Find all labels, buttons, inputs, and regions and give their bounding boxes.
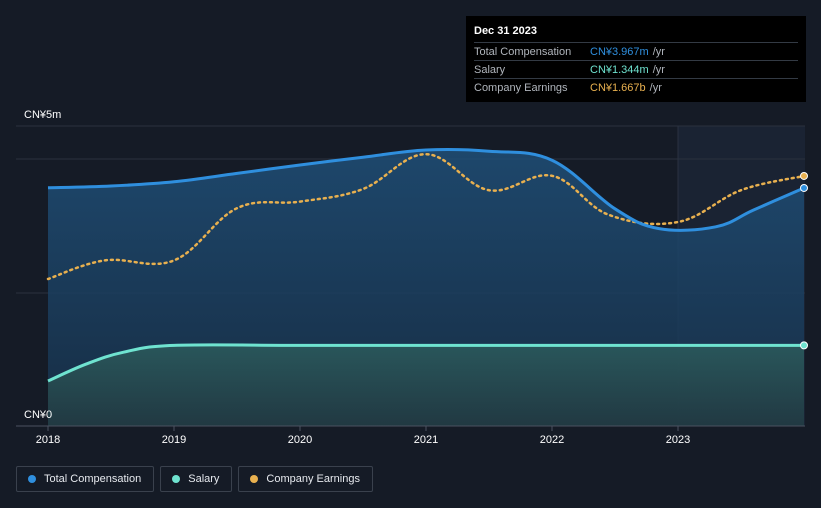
series-end-markers xyxy=(800,171,808,350)
company-earnings-line xyxy=(46,152,806,281)
legend-label: Total Compensation xyxy=(44,473,142,485)
salary-area xyxy=(48,344,804,426)
legend-dot-icon xyxy=(28,475,36,483)
tooltip-label: Salary xyxy=(474,63,506,76)
x-tick-label: 2022 xyxy=(540,434,564,446)
legend-label: Salary xyxy=(188,473,220,485)
series-end-marker xyxy=(800,183,808,192)
x-tick-label: 2018 xyxy=(36,434,60,446)
chart-legend: Total Compensation Salary Company Earnin… xyxy=(16,466,373,492)
tooltip-row-salary: Salary CN¥1.344m /yr xyxy=(474,60,798,78)
legend-company-earnings[interactable]: Company Earnings xyxy=(238,466,373,492)
tooltip-value: CN¥3.967m xyxy=(590,45,649,58)
tooltip-unit: /yr xyxy=(652,63,665,76)
tooltip-unit: /yr xyxy=(652,45,665,58)
x-tick-label: 2019 xyxy=(162,434,186,446)
series-end-marker xyxy=(800,341,808,350)
y-axis-max-label: CN¥5m xyxy=(24,109,61,121)
tooltip-row-earnings: Company Earnings CN¥1.667b /yr xyxy=(474,78,798,96)
hover-tooltip: Dec 31 2023 Total Compensation CN¥3.967m… xyxy=(466,16,806,102)
tooltip-date: Dec 31 2023 xyxy=(474,25,537,37)
x-tick-label: 2023 xyxy=(666,434,690,446)
tooltip-value: CN¥1.667b xyxy=(590,81,646,94)
salary-line xyxy=(47,343,804,383)
legend-total-compensation[interactable]: Total Compensation xyxy=(16,466,155,492)
tooltip-value: CN¥1.344m xyxy=(590,63,649,76)
tooltip-row-total: Total Compensation CN¥3.967m /yr xyxy=(474,42,798,60)
legend-dot-icon xyxy=(250,475,259,483)
series-end-marker xyxy=(800,171,808,180)
x-axis-ticks: 2018 2019 2020 2021 2022 2023 xyxy=(36,426,690,446)
x-tick-label: 2020 xyxy=(288,434,312,446)
tooltip-label: Company Earnings xyxy=(474,81,568,94)
tooltip-unit: /yr xyxy=(649,81,662,94)
y-axis-min-label: CN¥0 xyxy=(24,409,52,421)
x-tick-label: 2021 xyxy=(414,434,438,446)
legend-dot-icon xyxy=(172,475,181,483)
total-compensation-line xyxy=(47,147,805,232)
legend-label: Company Earnings xyxy=(266,473,360,485)
legend-salary[interactable]: Salary xyxy=(160,466,233,492)
tooltip-label: Total Compensation xyxy=(474,45,572,58)
